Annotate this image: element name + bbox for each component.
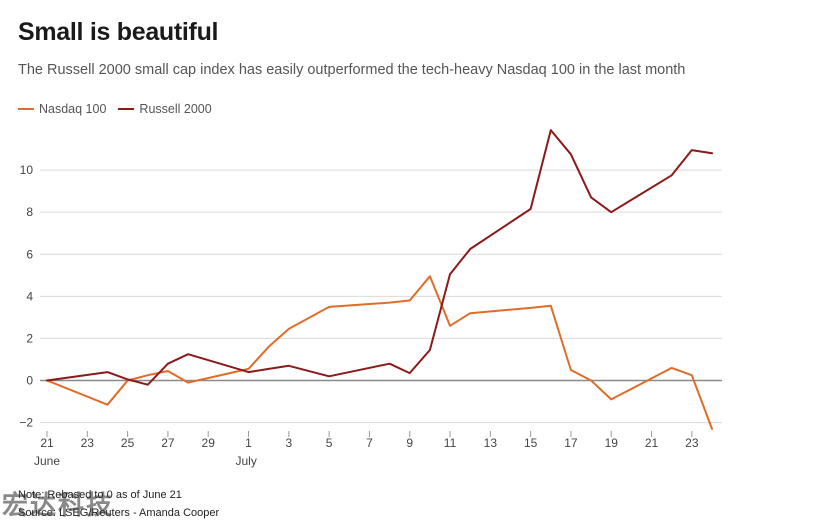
series-line-russell-2000: [46, 129, 713, 386]
x-month-label: July: [236, 454, 257, 468]
x-tick-label: 11: [444, 436, 457, 450]
chart-subtitle: The Russell 2000 small cap index has eas…: [18, 62, 686, 78]
legend-label-russell: Russell 2000: [139, 102, 212, 116]
legend-swatch-russell: [118, 108, 135, 110]
y-axis-ticks: −2 0 2 4 6 8 10: [19, 163, 33, 430]
x-tick-label: 3: [285, 436, 292, 450]
x-tick-label: 19: [605, 436, 619, 450]
y-tick-label: 6: [26, 247, 33, 261]
x-tick-label: 9: [406, 436, 413, 450]
chart-legend: Nasdaq 100 Russell 2000: [18, 102, 224, 116]
chart-source: Source: LSEG/Reuters - Amanda Cooper: [18, 507, 220, 519]
y-tick-label: 8: [26, 205, 33, 219]
series-lines: [46, 129, 713, 430]
x-tick-label: 27: [161, 436, 175, 450]
y-tick-label: 10: [20, 163, 34, 177]
x-tick-label: 1: [245, 436, 252, 450]
series-line-nasdaq-100: [46, 275, 713, 430]
legend-item-russell: Russell 2000: [118, 102, 212, 116]
x-tick-label: 21: [40, 436, 54, 450]
x-tick-label: 25: [121, 436, 135, 450]
x-tick-label: 5: [326, 436, 333, 450]
legend-label-nasdaq: Nasdaq 100: [39, 102, 107, 116]
x-tick-label: 17: [564, 436, 578, 450]
x-month-label: June: [34, 454, 60, 468]
x-tick-label: 15: [524, 436, 538, 450]
x-tick-label: 21: [645, 436, 659, 450]
y-tick-label: −2: [19, 416, 33, 430]
x-tick-label: 23: [685, 436, 699, 450]
y-tick-label: 0: [26, 374, 33, 388]
legend-swatch-nasdaq: [18, 108, 34, 110]
grid-lines: [40, 169, 722, 424]
x-tick-label: 13: [484, 436, 498, 450]
watermark: 宏达科技: [2, 490, 115, 520]
legend-item-nasdaq: Nasdaq 100: [18, 102, 106, 116]
chart-title: Small is beautiful: [18, 18, 219, 46]
x-tick-label: 29: [202, 436, 216, 450]
y-tick-label: 4: [26, 289, 33, 303]
x-tick-label: 7: [366, 436, 373, 450]
y-tick-label: 2: [26, 331, 33, 345]
x-tick-label: 23: [81, 436, 95, 450]
chart-note: Note: Rebased to 0 as of June 21: [18, 489, 182, 501]
